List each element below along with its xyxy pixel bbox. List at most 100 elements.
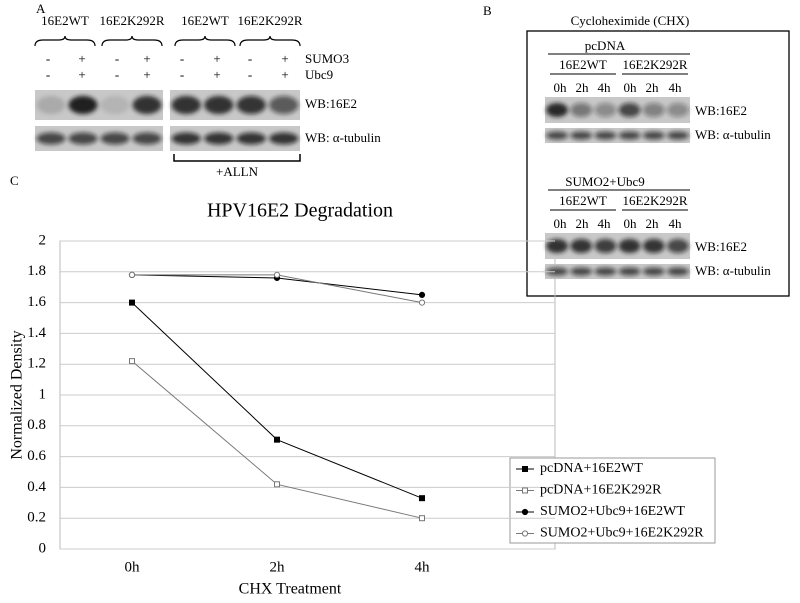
sign: + <box>78 51 85 66</box>
time-label: 2h <box>576 80 590 95</box>
sign: + <box>143 67 150 82</box>
marker <box>129 358 135 365</box>
sign: - <box>115 51 119 66</box>
blot-band <box>36 132 66 145</box>
marker <box>418 299 426 306</box>
brace <box>174 35 236 47</box>
blot-band <box>132 96 162 114</box>
blot-band <box>594 131 617 140</box>
blot-band <box>570 267 593 276</box>
blot-band <box>642 239 665 253</box>
blot-label: WB: α-tubulin <box>695 263 771 278</box>
blot-band <box>100 96 130 114</box>
y-tick-label: 0.6 <box>27 448 46 464</box>
y-axis-label: Normalized Density <box>9 330 26 459</box>
marker <box>273 271 281 278</box>
time-label: 4h <box>598 216 612 231</box>
blot-band <box>236 96 266 114</box>
legend-label: SUMO2+Ubc9+16E2K292R <box>540 526 704 541</box>
blot-band <box>618 131 641 140</box>
series-line <box>131 302 423 499</box>
sign: - <box>46 51 50 66</box>
time-label: 4h <box>669 216 683 231</box>
brace <box>239 35 301 47</box>
bracket <box>173 154 301 162</box>
column-label: 16E2K292R <box>238 13 303 28</box>
blot-label: WB: α-tubulin <box>695 127 771 142</box>
blot-band <box>236 132 266 145</box>
blot-band <box>100 132 130 145</box>
marker <box>418 291 426 298</box>
sign: + <box>281 51 288 66</box>
row-label: Ubc9 <box>305 67 333 82</box>
y-tick-label: 1 <box>39 386 47 402</box>
blot-band <box>667 103 689 117</box>
marker <box>522 466 528 472</box>
blot-band <box>667 239 689 253</box>
blot-band <box>594 103 617 117</box>
blot-band <box>171 96 201 114</box>
group-label: pcDNA <box>585 38 626 53</box>
marker <box>521 508 529 516</box>
column-label: 16E2WT <box>41 13 89 28</box>
blot-band <box>269 96 299 114</box>
y-tick-label: 0.2 <box>27 510 46 526</box>
blot-band <box>642 267 665 276</box>
column-label: 16E2WT <box>181 13 229 28</box>
group-label: SUMO2+Ubc9 <box>565 174 645 189</box>
y-tick-label: 0.8 <box>27 417 46 433</box>
sign: - <box>46 67 50 82</box>
panel-b-frame <box>526 30 790 297</box>
blot-label: WB: α-tubulin <box>305 130 381 145</box>
time-label: 0h <box>554 216 568 231</box>
blot-band <box>667 267 689 276</box>
sign: - <box>180 67 184 82</box>
y-tick-label: 1.8 <box>27 263 46 279</box>
x-axis-label: CHX Treatment <box>239 581 342 598</box>
blot-band <box>546 267 568 276</box>
blot-band <box>594 267 617 276</box>
blot-band <box>667 131 689 140</box>
sign: + <box>78 67 85 82</box>
sign: - <box>180 51 184 66</box>
panel-label: B <box>483 3 492 18</box>
column-label: 16E2K292R <box>623 193 688 208</box>
blot-band <box>570 103 593 117</box>
y-tick-label: 1.4 <box>27 325 46 341</box>
blot-band <box>36 96 66 114</box>
time-label: 4h <box>669 80 683 95</box>
brace <box>101 35 163 47</box>
column-label: 16E2K292R <box>100 13 165 28</box>
blot-band <box>594 239 617 253</box>
y-tick-label: 0 <box>39 540 47 556</box>
blot-band <box>618 239 641 253</box>
x-tick-label: 4h <box>415 559 431 575</box>
blot-band <box>68 96 98 114</box>
blot-band <box>546 239 568 253</box>
x-tick-label: 0h <box>125 559 141 575</box>
legend-label: SUMO2+Ubc9+16E2WT <box>540 504 685 519</box>
blot-band <box>204 132 234 145</box>
y-tick-label: 1.2 <box>27 356 46 372</box>
marker <box>129 299 135 306</box>
marker <box>419 515 425 522</box>
sign: + <box>143 51 150 66</box>
panel-title: Cycloheximide (CHX) <box>571 13 690 28</box>
sign: + <box>213 67 220 82</box>
treatment-label: +ALLN <box>216 164 259 179</box>
marker <box>521 530 529 537</box>
column-label: 16E2WT <box>559 57 607 72</box>
y-tick-label: 2 <box>39 232 47 248</box>
blot-band <box>204 96 234 114</box>
y-tick-label: 0.4 <box>27 479 46 495</box>
blot-band <box>618 103 641 117</box>
blot-band <box>642 103 665 117</box>
marker <box>419 495 425 502</box>
time-label: 0h <box>624 80 638 95</box>
brace <box>34 35 96 47</box>
blot-label: WB:16E2 <box>695 239 747 254</box>
blot-band <box>546 103 568 117</box>
y-tick-label: 1.6 <box>27 294 46 310</box>
blot-label: WB:16E2 <box>305 96 357 111</box>
chart-title: HPV16E2 Degradation <box>207 200 393 222</box>
